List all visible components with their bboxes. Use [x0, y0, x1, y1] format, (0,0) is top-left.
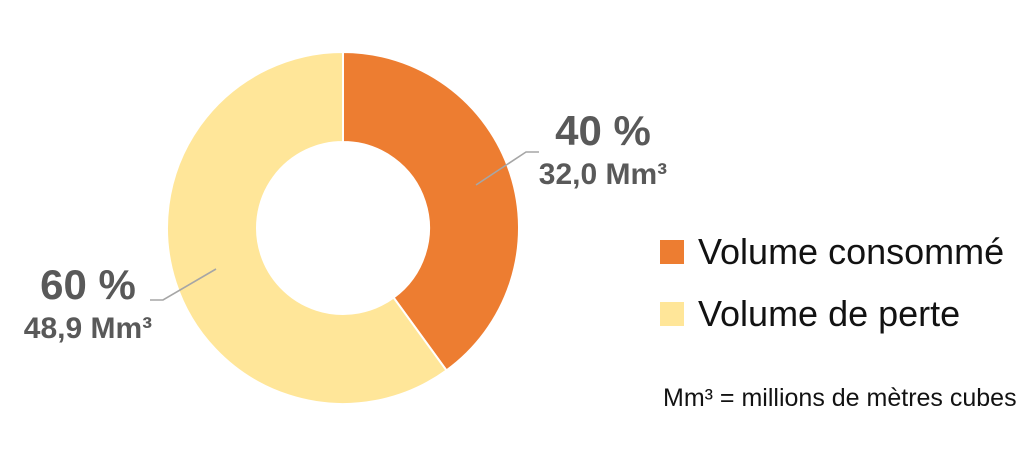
legend-swatch-perte [660, 302, 684, 326]
donut-slices [166, 50, 520, 405]
value-label-consomme: 32,0 Mm³ [538, 158, 668, 192]
donut-slice-perte [166, 50, 448, 405]
legend-item-volume-perte: Volume de perte [660, 296, 1004, 332]
callout-volume-perte: 60 % 48,9 Mm³ [12, 262, 164, 346]
legend-item-volume-consomme: Volume consommé [660, 234, 1004, 270]
legend: Volume consommé Volume de perte [660, 234, 1004, 332]
donut-slice-consomme [342, 50, 520, 372]
legend-label-consomme: Volume consommé [698, 231, 1005, 272]
legend-swatch-consomme [660, 240, 684, 264]
leader-line-perte [150, 268, 217, 301]
percent-label-consomme: 40 % [555, 107, 651, 154]
leader-line-consomme [475, 151, 539, 186]
value-label-perte: 48,9 Mm³ [23, 312, 153, 346]
legend-label-perte: Volume de perte [698, 293, 961, 334]
footnote-unit-definition: Mm³ = millions de mètres cubes [663, 384, 1017, 412]
callout-volume-consomme: 40 % 32,0 Mm³ [528, 108, 678, 192]
percent-label-perte: 60 % [40, 261, 136, 308]
